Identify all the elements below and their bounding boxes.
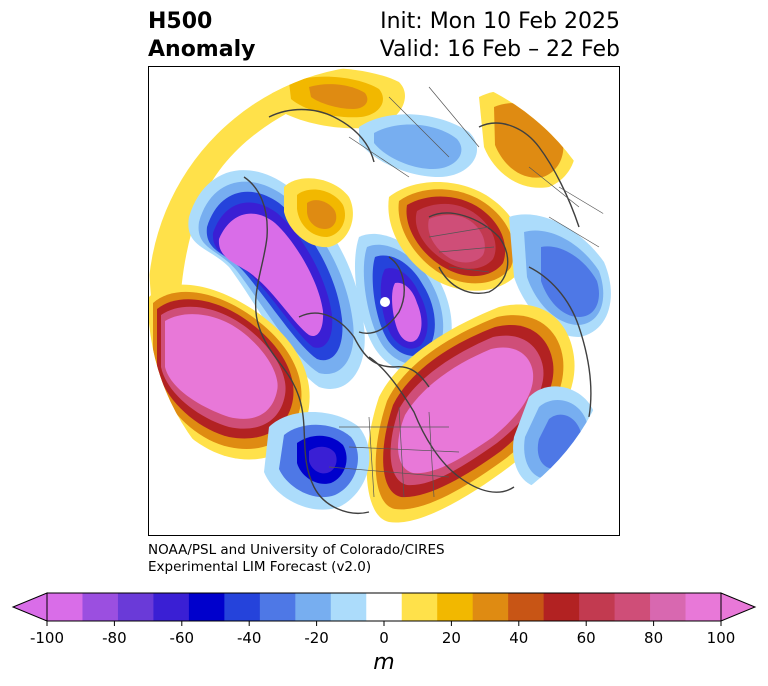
title-dates: Init: Mon 10 Feb 2025 Valid: 16 Feb – 22…	[380, 8, 620, 64]
negative-anomaly-southwest-us	[264, 412, 370, 510]
colorbar-tick-label: -60	[170, 629, 195, 647]
colorbar-segment	[401, 593, 438, 621]
polar-map	[149, 67, 619, 535]
colorbar-segment	[614, 593, 651, 621]
colorbar-tick-label: 100	[707, 629, 736, 647]
country-borders	[328, 86, 610, 498]
valid-date: Valid: 16 Feb – 22 Feb	[379, 37, 620, 62]
credit-line2: Experimental LIM Forecast (v2.0)	[148, 559, 372, 575]
colorbar-extend-under	[11, 592, 48, 622]
colorbar-segment	[508, 593, 545, 621]
colorbar-ticks: -100 -80 -60 -40 -20 0 20 40 60 80 100	[30, 621, 735, 647]
colorbar-tick-label: 40	[509, 629, 528, 647]
colorbar-tick-label: 60	[577, 629, 596, 647]
colorbar-extend-over	[720, 592, 757, 622]
title-field-line1: H500	[148, 9, 213, 34]
negative-anomaly-north-asia	[359, 114, 478, 177]
colorbar-segment	[437, 593, 474, 621]
colorbar-segment	[117, 593, 154, 621]
positive-anomaly-north-america-atlantic	[366, 304, 575, 523]
colorbar-tick-label: -20	[304, 629, 329, 647]
positive-anomaly-alaska	[284, 178, 353, 248]
colorbar-unit: m	[373, 650, 394, 675]
colorbar-segment	[224, 593, 261, 621]
colorbar-tick-label: -80	[102, 629, 127, 647]
colorbar-tick-label: 0	[379, 629, 389, 647]
colorbar-segment	[543, 593, 580, 621]
colorbar-tick-label: -100	[30, 629, 64, 647]
colorbar-segment	[366, 593, 403, 621]
colorbar-segment	[685, 593, 722, 621]
credit: NOAA/PSL and University of Colorado/CIRE…	[148, 542, 445, 576]
colorbar-segment	[188, 593, 225, 621]
colorbar-segments	[11, 592, 757, 622]
colorbar-segment	[579, 593, 616, 621]
colorbar-segment	[153, 593, 190, 621]
colorbar-segment	[330, 593, 367, 621]
colorbar-segment	[259, 593, 296, 621]
positive-anomaly-north-pacific	[149, 284, 310, 460]
coastlines	[243, 108, 592, 514]
colorbar-segment	[295, 593, 332, 621]
colorbar-segment	[82, 593, 119, 621]
colorbar-tick-label: 80	[644, 629, 663, 647]
colorbar-segment	[650, 593, 687, 621]
colorbar: -100 -80 -60 -40 -20 0 20 40 60 80 100 m	[11, 592, 757, 675]
colorbar-segment	[472, 593, 509, 621]
title-field: H500 Anomaly	[148, 8, 255, 64]
positive-anomaly-east-asia	[269, 67, 405, 129]
init-date: Init: Mon 10 Feb 2025	[380, 9, 620, 34]
credit-line1: NOAA/PSL and University of Colorado/CIRE…	[148, 542, 445, 558]
pole-marker	[380, 297, 390, 307]
colorbar-tick-label: 20	[442, 629, 461, 647]
negative-anomaly-europe	[509, 214, 611, 337]
colorbar-segment	[47, 593, 83, 621]
title-field-line2: Anomaly	[148, 37, 256, 62]
colorbar-tick-label: -40	[237, 629, 262, 647]
map-frame	[148, 66, 620, 536]
